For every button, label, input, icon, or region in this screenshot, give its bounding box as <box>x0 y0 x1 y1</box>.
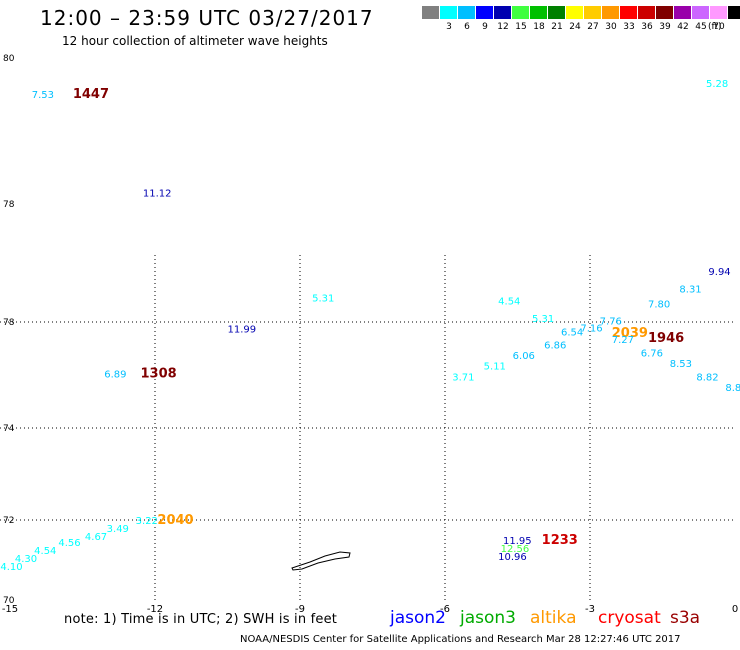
legend-swatch <box>620 6 638 19</box>
color-legend <box>422 6 740 19</box>
legend-label: 15 <box>515 22 527 32</box>
legend-swatch <box>566 6 584 19</box>
wave-height-label: 4.54 <box>34 546 56 557</box>
legend-label: 6 <box>464 22 470 32</box>
satellite-cryosat: cryosat <box>598 608 661 628</box>
legend-label: 27 <box>587 22 599 32</box>
satellite-s3a: s3a <box>670 608 701 628</box>
wave-height-label: 10.96 <box>498 552 527 563</box>
x-tick-label: 0 <box>732 604 738 615</box>
legend-swatch <box>512 6 530 19</box>
legend-label: 24 <box>569 22 581 32</box>
legend-swatch <box>458 6 476 19</box>
wave-height-label: 5.11 <box>484 362 506 373</box>
legend-swatch <box>692 6 710 19</box>
wave-height-label: 5.31 <box>532 314 554 325</box>
y-tick-label: 74 <box>3 424 15 434</box>
wave-height-label: 12.56 <box>501 544 530 555</box>
footer-note: note: 1) Time is in UTC; 2) SWH is in fe… <box>64 612 338 627</box>
legend-label: 30 <box>605 22 617 32</box>
legend-swatch <box>584 6 602 19</box>
legend-label: 70 <box>713 22 725 32</box>
pass-time-label: 1946 <box>648 331 684 346</box>
legend-label: 36 <box>641 22 653 32</box>
legend-swatch <box>674 6 692 19</box>
wave-height-label: 9.94 <box>708 267 730 278</box>
legend-label: 18 <box>533 22 545 32</box>
legend-label: 39 <box>659 22 671 32</box>
y-tick-label: 78 <box>3 200 15 210</box>
wave-height-label: 4.54 <box>498 296 520 307</box>
wave-height-label: 7.53 <box>32 90 54 101</box>
y-tick-label: 80 <box>3 54 15 64</box>
wave-height-label: 8.31 <box>679 285 701 296</box>
wave-height-label: 11.99 <box>228 325 257 336</box>
satellite-jason2: jason2 <box>390 608 446 628</box>
legend-swatch <box>476 6 494 19</box>
pass-time-label: 1447 <box>73 87 109 102</box>
legend-swatch <box>422 6 440 19</box>
wave-height-label: 3.49 <box>107 524 129 535</box>
wave-height-label: 5.28 <box>706 79 728 90</box>
pass-time-label: 2040 <box>157 513 193 528</box>
wave-height-label: 11.12 <box>143 189 172 200</box>
legend-swatch <box>548 6 566 19</box>
pass-time-label: 1233 <box>542 533 578 548</box>
wave-height-label: 6.89 <box>104 370 126 381</box>
legend-swatch <box>656 6 674 19</box>
satellite-jason3: jason3 <box>460 608 516 628</box>
x-tick-label: -3 <box>585 604 595 615</box>
wave-height-label: 4.67 <box>85 532 107 543</box>
legend-label: 9 <box>482 22 488 32</box>
legend-label: 33 <box>623 22 635 32</box>
legend-swatch <box>530 6 548 19</box>
wave-height-label: 11.95 <box>503 536 532 547</box>
wave-height-label: 6.54 <box>561 327 583 338</box>
legend-swatch <box>728 6 740 19</box>
legend-label: 3 <box>446 22 452 32</box>
legend-swatch <box>638 6 656 19</box>
pass-time-label: 1308 <box>141 367 177 382</box>
wave-height-label: 8.82 <box>696 372 718 383</box>
y-tick-label: 72 <box>3 516 14 526</box>
wave-height-label: 3.22 <box>136 516 158 527</box>
island-outline <box>291 551 351 571</box>
legend-label: 42 <box>677 22 689 32</box>
wave-height-label: 7.16 <box>580 324 602 335</box>
wave-height-label: 8.53 <box>670 359 692 370</box>
chart-subtitle: 12 hour collection of altimeter wave hei… <box>62 34 328 48</box>
wave-height-label: 7.80 <box>648 299 670 310</box>
legend-label: 21 <box>551 22 563 32</box>
wave-height-label: 5.31 <box>312 293 334 304</box>
wave-height-label: 6.06 <box>513 351 535 362</box>
pass-time-label: 2039 <box>612 326 648 341</box>
legend-swatch <box>494 6 512 19</box>
wave-height-label: 3.71 <box>452 372 474 383</box>
y-tick-label: 78 <box>3 318 15 328</box>
footer-credit: NOAA/NESDIS Center for Satellite Applica… <box>240 634 681 645</box>
wave-height-label: 8.85 <box>725 383 740 394</box>
legend-swatch <box>602 6 620 19</box>
x-tick-label: -15 <box>2 604 18 615</box>
legend-label: 45 <box>695 22 707 32</box>
x-tick-label: -12 <box>147 604 163 615</box>
legend-swatch <box>440 6 458 19</box>
wave-height-label: 4.10 <box>0 562 22 573</box>
x-tick-label: -6 <box>440 604 450 615</box>
wave-height-label: 4.30 <box>15 554 37 565</box>
chart-title: 12:00 – 23:59 UTC 03/27/2017 <box>40 6 374 30</box>
wave-height-label: 6.86 <box>544 341 566 352</box>
wave-height-label: 6.76 <box>641 348 663 359</box>
wave-height-label: 7.76 <box>600 317 622 328</box>
satellite-altika: altika <box>530 608 577 628</box>
x-tick-label: -9 <box>295 604 305 615</box>
wave-height-label: 7.27 <box>612 335 634 346</box>
legend-unit: (ft) <box>708 22 722 32</box>
wave-height-label: 4.56 <box>58 538 80 549</box>
y-tick-label: 70 <box>3 596 15 606</box>
legend-swatch <box>710 6 728 19</box>
legend-label: 12 <box>497 22 509 32</box>
